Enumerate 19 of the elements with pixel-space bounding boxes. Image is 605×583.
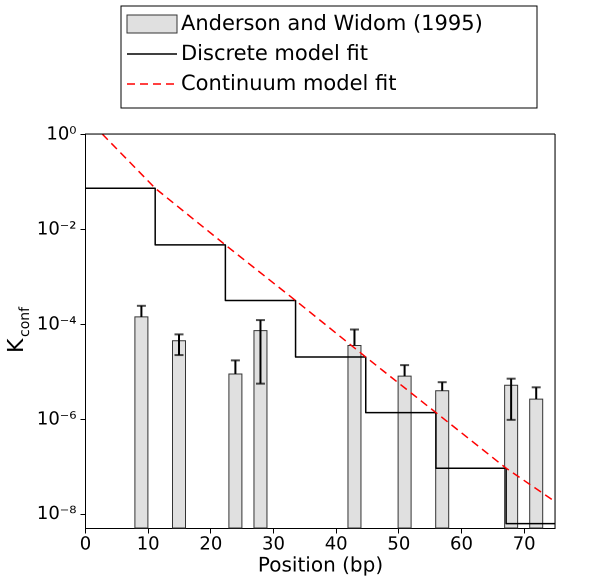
legend-label: Anderson and Widom (1995) bbox=[181, 11, 483, 35]
x-tick-label: 70 bbox=[512, 534, 536, 554]
y-tick-label: 10⁻² bbox=[36, 218, 76, 240]
x-tick-label: 40 bbox=[324, 534, 348, 554]
x-tick-label: 60 bbox=[450, 534, 473, 554]
line-series bbox=[101, 134, 553, 500]
x-tick-label: 0 bbox=[80, 534, 92, 554]
x-axis-title: Position (bp) bbox=[258, 552, 384, 576]
y-tick-label: 10⁻⁴ bbox=[36, 313, 76, 334]
y-tick-label: 10⁰ bbox=[46, 124, 76, 144]
x-tick-label: 30 bbox=[262, 534, 285, 554]
y-axis-title: Kconf bbox=[4, 306, 33, 353]
legend-label: Discrete model fit bbox=[181, 41, 368, 65]
x-tick-label: 50 bbox=[387, 534, 410, 554]
legend-label: Continuum model fit bbox=[181, 71, 396, 95]
y-tick-label: 10⁻⁸ bbox=[36, 503, 76, 524]
x-tick-label: 10 bbox=[136, 534, 160, 554]
y-tick-label: 10⁻⁶ bbox=[36, 408, 76, 430]
x-tick-label: 20 bbox=[199, 534, 222, 554]
